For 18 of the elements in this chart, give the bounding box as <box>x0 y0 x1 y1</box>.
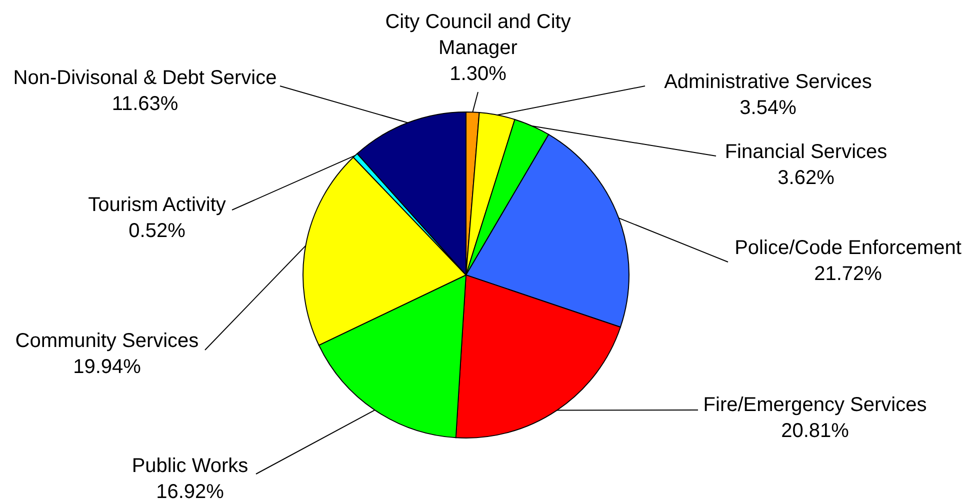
data-label: 1.30% <box>450 63 507 85</box>
slice-label: Community Services <box>15 330 199 352</box>
data-label: 19.94% <box>73 356 142 378</box>
data-label: 16.92% <box>156 481 224 499</box>
data-label: 11.63% <box>112 93 178 115</box>
slice-label: City Council and City Manager <box>385 11 571 59</box>
slice-label: Administrative Services <box>664 71 872 93</box>
data-label: 3.54% <box>740 97 797 119</box>
data-label: 0.52% <box>128 220 186 242</box>
slice-label: Tourism Activity <box>88 194 226 216</box>
slice-label: Financial Services <box>724 141 888 163</box>
data-label: 20.81% <box>781 420 850 442</box>
slice-label: Police/Code Enforcement <box>734 237 962 259</box>
slice-label: Non-Divisonal & Debt Service <box>13 67 277 89</box>
slice-label: Public Works <box>132 455 248 477</box>
slice-label: Fire/Emergency Services <box>703 394 927 416</box>
data-label: 21.72% <box>814 263 882 285</box>
data-label: 3.62% <box>778 167 835 189</box>
